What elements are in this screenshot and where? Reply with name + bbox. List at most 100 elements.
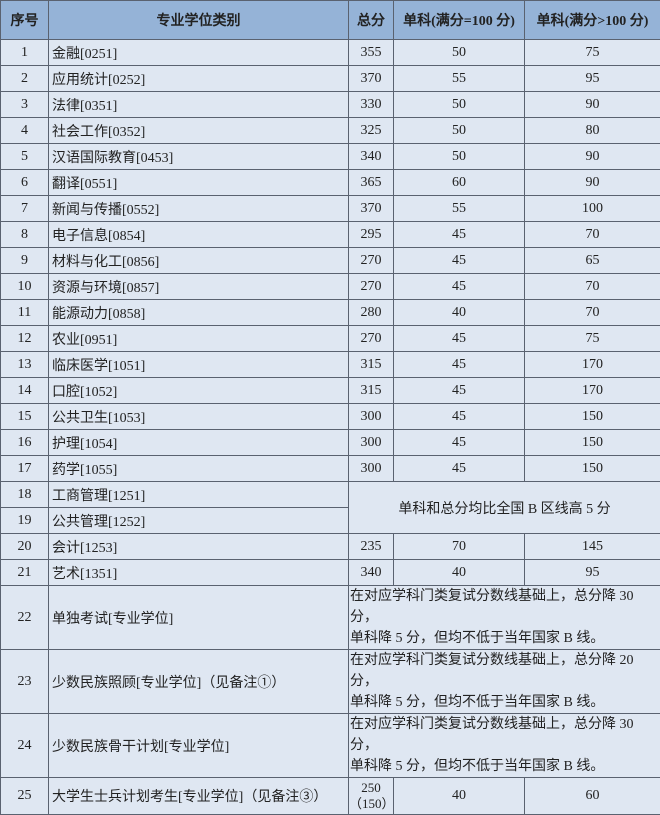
merged-note: 单科和总分均比全国 B 区线高 5 分 [349,482,660,534]
row-no: 6 [1,170,49,196]
header-row: 序号 专业学位类别 总分 单科(满分=100 分) 单科(满分>100 分) [1,1,660,40]
row-name: 汉语国际教育[0453] [49,144,349,170]
row-single-eq100: 45 [394,222,525,248]
row-single-gt100: 95 [525,560,660,586]
row-single-eq100: 55 [394,196,525,222]
row-single-eq100: 45 [394,404,525,430]
row-single-eq100: 50 [394,92,525,118]
row-name: 金融[0251] [49,40,349,66]
row-name: 艺术[1351] [49,560,349,586]
row-no: 20 [1,534,49,560]
row-no: 12 [1,326,49,352]
row-no: 10 [1,274,49,300]
row-no: 22 [1,586,49,650]
row-single-gt100: 170 [525,352,660,378]
row-total: 295 [349,222,394,248]
row-name: 口腔[1052] [49,378,349,404]
row-rule-note: 在对应学科门类复试分数线基础上，总分降 30 分，单科降 5 分，但均不低于当年… [349,586,660,650]
rule-line: 单科降 5 分，但均不低于当年国家 B 线。 [350,628,660,649]
row-single-eq100: 40 [394,300,525,326]
rule-line: 在对应学科门类复试分数线基础上，总分降 30 分， [350,714,660,756]
row-name: 法律[0351] [49,92,349,118]
header-no: 序号 [1,1,49,40]
row-single-eq100: 45 [394,378,525,404]
row-single-eq100: 55 [394,66,525,92]
row-name: 大学生士兵计划考生[专业学位]（见备注③） [49,778,349,815]
row-single-gt100: 100 [525,196,660,222]
row-no: 9 [1,248,49,274]
row-single-eq100: 50 [394,118,525,144]
row-name: 会计[1253] [49,534,349,560]
table-row: 25 大学生士兵计划考生[专业学位]（见备注③） 250（150） 40 60 [1,778,660,815]
row-no: 5 [1,144,49,170]
row-no: 14 [1,378,49,404]
row-name: 新闻与传播[0552] [49,196,349,222]
row-single-eq100: 45 [394,248,525,274]
row-no: 2 [1,66,49,92]
row-total: 325 [349,118,394,144]
row-single-eq100: 40 [394,560,525,586]
row-name: 临床医学[1051] [49,352,349,378]
row-single-gt100: 70 [525,274,660,300]
row-no: 25 [1,778,49,815]
row-name: 药学[1055] [49,456,349,482]
header-single-gt100: 单科(满分>100 分) [525,1,660,40]
row-single-gt100: 80 [525,118,660,144]
row-single-gt100: 90 [525,144,660,170]
header-category: 专业学位类别 [49,1,349,40]
row-name: 社会工作[0352] [49,118,349,144]
row-no: 3 [1,92,49,118]
row-name: 材料与化工[0856] [49,248,349,274]
row-name: 工商管理[1251] [49,482,349,508]
row-no: 15 [1,404,49,430]
row-total: 270 [349,326,394,352]
row-single-eq100: 50 [394,40,525,66]
row-single-gt100: 170 [525,378,660,404]
row-single-eq100: 45 [394,326,525,352]
row-single-eq100: 60 [394,170,525,196]
row-total: 270 [349,274,394,300]
row-name: 资源与环境[0857] [49,274,349,300]
header-total: 总分 [349,1,394,40]
total-value-alt: （150） [349,796,393,812]
row-no: 7 [1,196,49,222]
header-single-eq100: 单科(满分=100 分) [394,1,525,40]
row-single-eq100: 70 [394,534,525,560]
row-total: 300 [349,430,394,456]
row-total: 270 [349,248,394,274]
row-total: 340 [349,144,394,170]
row-no: 11 [1,300,49,326]
row-no: 18 [1,482,49,508]
row-single-gt100: 60 [525,778,660,815]
row-total: 280 [349,300,394,326]
row-single-gt100: 145 [525,534,660,560]
row-no: 24 [1,714,49,778]
row-total: 365 [349,170,394,196]
row-single-gt100: 150 [525,404,660,430]
row-name: 公共管理[1252] [49,508,349,534]
row-total: 355 [349,40,394,66]
row-single-eq100: 45 [394,456,525,482]
row-single-eq100: 40 [394,778,525,815]
row-single-gt100: 150 [525,430,660,456]
row-total: 370 [349,66,394,92]
rule-line: 单科降 5 分，但均不低于当年国家 B 线。 [350,692,660,713]
row-no: 19 [1,508,49,534]
row-single-gt100: 150 [525,456,660,482]
row-no: 23 [1,650,49,714]
row-single-eq100: 45 [394,430,525,456]
